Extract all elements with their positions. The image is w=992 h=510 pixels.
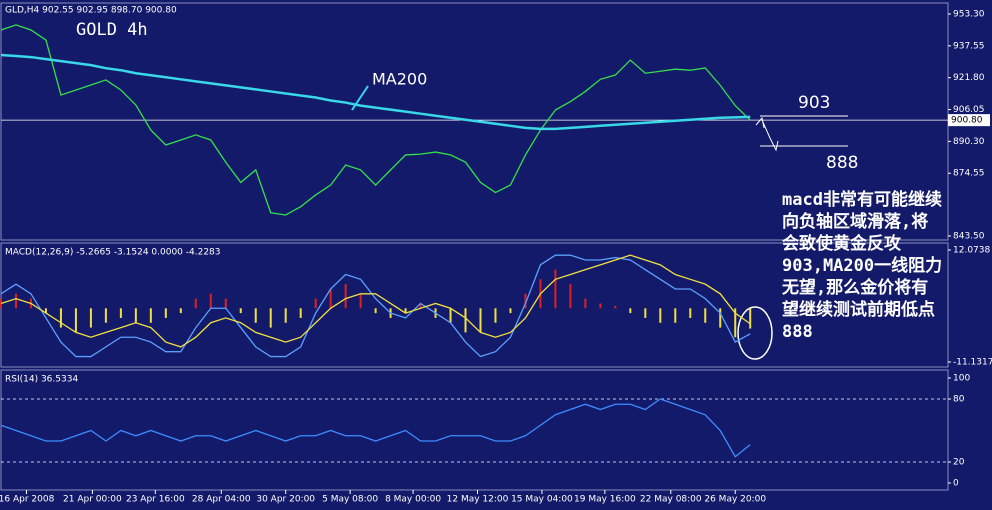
y-tick-label: 906.05 [953,105,985,115]
histogram-bar [209,293,212,309]
series-line [0,254,751,358]
histogram-bar [89,308,92,328]
x-tick-label: 23 Apr 16:00 [126,495,185,505]
histogram-bar [164,308,167,318]
y-tick-label: 921.80 [953,73,985,83]
histogram-bar [449,308,452,323]
price-box [948,114,990,127]
histogram-bar [374,308,377,314]
histogram-bar [179,308,182,314]
x-tick-label: 5 May 08:00 [322,495,378,505]
histogram-bar [509,308,512,314]
histogram-bar [344,284,347,309]
histogram-bar [494,308,497,323]
histogram-bar [704,308,707,323]
histogram-bar [359,293,362,309]
histogram-bar [554,269,557,309]
series-line [0,24,751,216]
histogram-bar [134,308,137,323]
header: GLD,H4 902.55 902.95 898.70 900.80 [5,6,177,16]
y-tick-label: 953.30 [953,10,985,20]
panel-title: RSI(14) 36.5334 [5,375,78,385]
annotation-line: 向负轴区域滑落,将 [782,211,928,232]
histogram-bar [584,298,587,309]
ma-label: MA200 [372,70,427,89]
histogram-bar [719,308,722,328]
series-line [0,53,751,131]
histogram-bar [734,308,737,338]
x-tick-label: 26 May 20:00 [704,495,766,505]
histogram-bar [194,298,197,309]
histogram-bar [479,308,482,333]
histogram-bar [674,308,677,323]
histogram-bar [269,308,272,328]
histogram-bar [44,308,47,314]
y-tick-label: 874.55 [953,169,985,179]
x-tick-label: 12 May 12:00 [447,495,509,505]
histogram-bar [749,308,752,329]
annotation-line: 888 [782,322,813,342]
x-tick-label: 21 Apr 00:00 [63,495,122,505]
x-tick-label: 19 May 16:00 [574,495,636,505]
symbol-label: GOLD 4h [76,20,148,40]
level-label: 888 [826,153,858,173]
y-tick-label: 80 [953,395,965,405]
histogram-bar [614,305,617,309]
x-tick-label: 22 May 08:00 [640,495,702,505]
y-tick-label: 100 [953,374,970,384]
annotation-line: 会致使黄金反攻 [782,233,902,254]
annotation-line: 903,MA200一线阻力 [782,255,942,276]
price-label: 900.80 [951,116,983,126]
histogram-bar [644,308,647,318]
y-tick-label: 20 [953,458,965,468]
x-tick-label: 28 Apr 04:00 [192,495,251,505]
histogram-bar [464,308,467,333]
histogram-bar [689,308,692,318]
histogram-bar [659,308,662,323]
histogram-bar [629,308,632,314]
series-line [0,254,751,348]
histogram-bar [524,293,527,309]
y-tick-label: 843.50 [953,232,985,242]
level-label: 903 [798,93,830,113]
histogram-bar [299,308,302,318]
arrow [755,116,779,152]
histogram-bar [419,303,422,309]
histogram-bar [314,298,317,309]
histogram-bar [224,298,227,309]
annotation-line: 望继续测试前期低点 [782,299,935,320]
x-tick-label: 30 Apr 20:00 [256,495,315,505]
series-line [0,398,751,458]
histogram-bar [149,308,152,323]
histogram-bar [254,308,257,323]
histogram-bar [74,308,77,333]
histogram-bar [329,288,332,309]
highlight [737,306,773,360]
histogram-bar [14,293,17,309]
histogram-bar [59,308,62,328]
histogram-bar [284,308,287,323]
y-tick-label: 0 [953,479,959,489]
y-tick-label: 937.55 [953,41,985,51]
rsi-panel [0,369,949,491]
x-tick-label: 16 Apr 2008 [0,495,55,505]
ma-pointer [351,85,369,111]
x-tick-label: 8 May 00:00 [385,495,441,505]
y-tick-label: 12.0738 [953,246,990,256]
histogram-bar [104,308,107,323]
histogram-bar [599,303,602,309]
histogram-bar [404,308,407,314]
panel-title: MACD(12,26,9) -5.2665 -3.1524 0.0000 -4.… [5,248,221,258]
histogram-bar [119,308,122,318]
y-tick-label: -11.1317 [953,358,992,368]
annotation: macd非常有可能继续向负轴区域滑落,将会致使黄金反攻903,MA200一线阻力… [781,189,942,342]
histogram-bar [239,308,242,314]
annotation-line: 无望,那么金价将有 [781,277,928,298]
y-tick-label: 890.30 [953,137,985,147]
histogram-bar [569,284,572,309]
annotation-line: macd非常有可能继续 [782,189,942,210]
x-tick-label: 15 May 04:00 [511,495,573,505]
